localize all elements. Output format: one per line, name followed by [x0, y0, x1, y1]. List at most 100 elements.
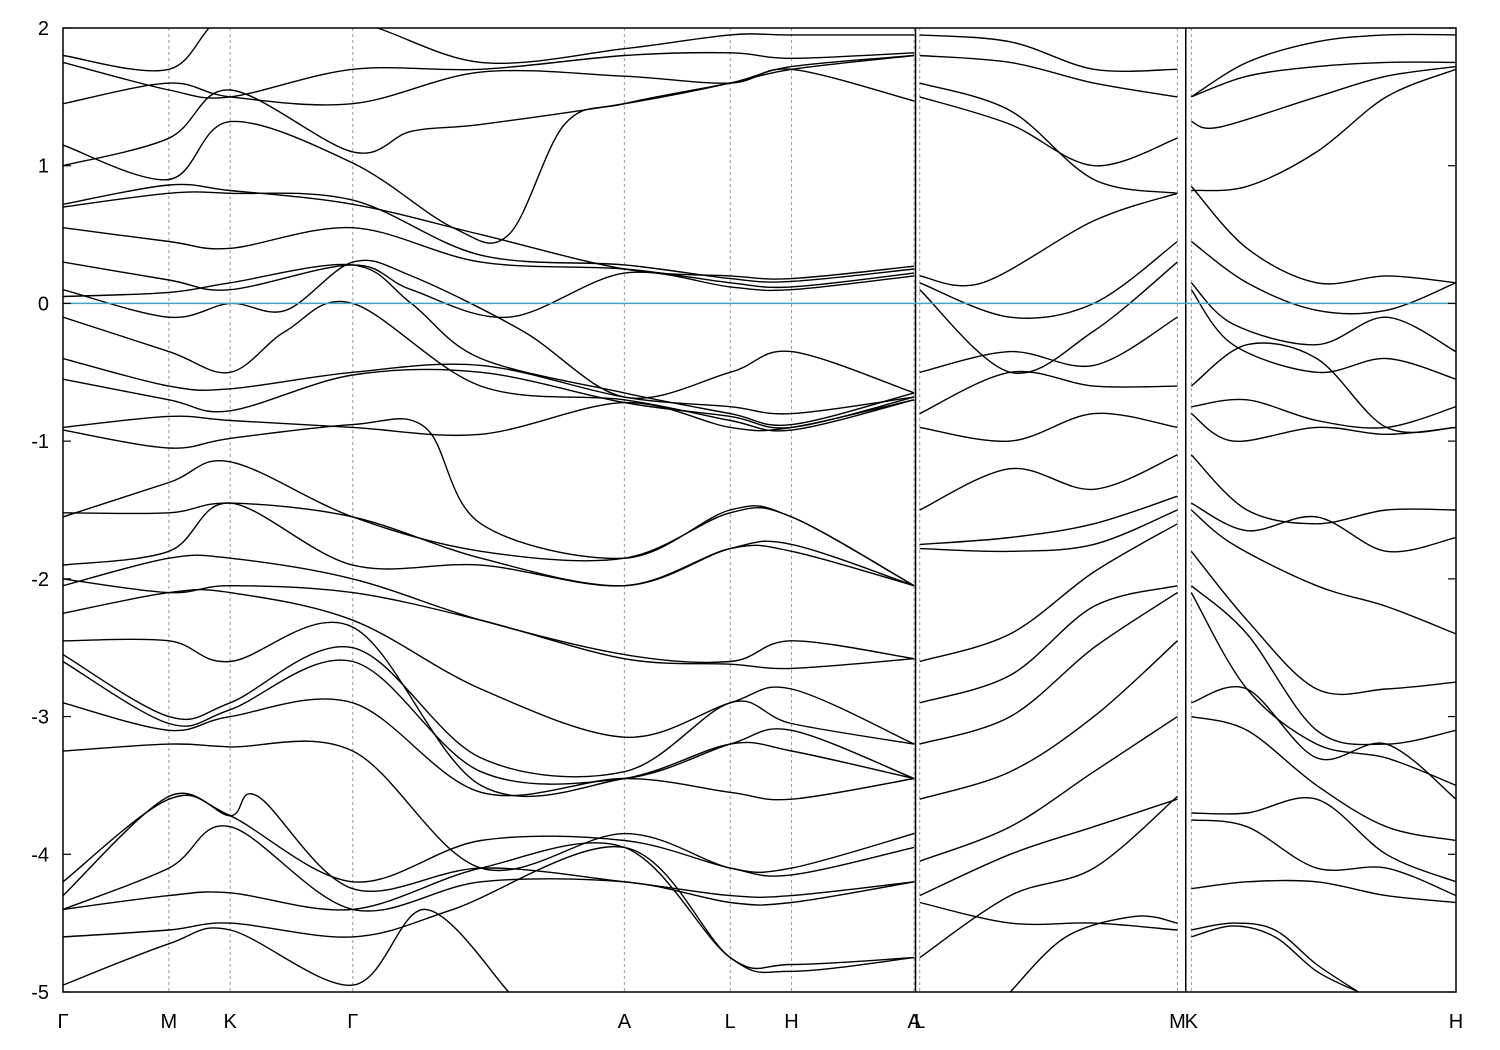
band-line-29 [63, 825, 915, 912]
band-line-5 [63, 183, 915, 280]
band-line-75 [1191, 819, 1456, 897]
band-line-51 [919, 798, 1178, 897]
band-line-32 [63, 908, 510, 992]
band-line-23 [63, 659, 915, 785]
x-tick-label: K [1185, 1011, 1199, 1033]
y-tick-label: -2 [31, 569, 49, 591]
band-line-62 [1190, 289, 1456, 380]
band-line-41 [919, 370, 1178, 415]
band-line-69 [1190, 550, 1456, 696]
band-line-19 [63, 554, 915, 664]
band-line-22 [63, 645, 915, 778]
band-line-9 [63, 259, 915, 399]
plot-frame [62, 27, 1457, 993]
band-line-17 [63, 502, 915, 587]
band-line-73 [1191, 715, 1456, 842]
band-line-25 [63, 698, 915, 801]
x-tick-label: L [725, 1011, 736, 1033]
band-line-56 [1191, 61, 1456, 98]
x-tick-label: K [223, 1011, 237, 1033]
x-tick-label: Γ [347, 1011, 358, 1033]
band-line-50 [919, 716, 1178, 862]
band-line-46 [919, 523, 1178, 663]
x-tick-label: M [161, 1011, 178, 1033]
band-line-71 [1190, 592, 1456, 787]
band-line-44 [919, 495, 1178, 546]
x-tick-label: A [618, 1011, 632, 1033]
band-line-2 [63, 68, 915, 106]
band-line-39 [919, 261, 1178, 375]
x-tick-label: L [914, 1011, 925, 1033]
band-line-77 [1191, 922, 1359, 992]
band-line-18 [63, 502, 915, 587]
band-line-24 [63, 621, 915, 798]
band-line-52 [919, 795, 1178, 959]
band-line-11 [63, 300, 915, 432]
band-line-27 [63, 794, 915, 883]
x-tick-label: Γ [57, 1011, 68, 1033]
x-tick-label: A [907, 1011, 921, 1033]
y-axis-ticks: -5 -4 -3 -2 -1 0 1 2 [31, 18, 1456, 1004]
band-line-70 [1190, 585, 1456, 746]
band-line-16 [63, 460, 915, 587]
band-line-20 [63, 578, 915, 670]
band-line-3 [63, 54, 915, 167]
band-line-21 [63, 588, 915, 745]
band-line-31 [63, 845, 915, 974]
y-tick-label: -3 [31, 707, 49, 729]
band-line-63 [1190, 342, 1456, 434]
y-tick-label: 1 [38, 156, 49, 178]
x-tick-label: H [784, 1011, 798, 1033]
band-line-53 [919, 901, 1178, 931]
band-line-67 [1190, 502, 1456, 553]
band-line-48 [919, 592, 1178, 745]
band-line-40 [919, 316, 1178, 373]
y-tick-label: -4 [31, 844, 49, 866]
y-tick-label: 2 [38, 18, 49, 40]
band-line-45 [919, 509, 1178, 553]
band-line-65 [1190, 413, 1456, 443]
y-tick-label: -5 [31, 982, 49, 1004]
band-line-37 [919, 192, 1178, 287]
band-line-10 [63, 263, 915, 427]
band-line-0 [63, 28, 915, 72]
band-line-28 [63, 792, 915, 899]
band-line-4 [63, 54, 915, 244]
band-line-68 [1190, 509, 1456, 635]
band-line-7 [63, 226, 915, 289]
y-tick-label: 0 [38, 293, 49, 315]
band-line-33 [919, 34, 1178, 73]
band-line-36 [919, 96, 1178, 167]
x-tick-label: M [1169, 1011, 1186, 1033]
band-line-1 [63, 51, 915, 99]
band-line-38 [919, 240, 1178, 319]
band-line-14 [63, 399, 915, 437]
band-line-66 [1190, 454, 1456, 525]
band-lines [63, 28, 1456, 992]
band-line-61 [1190, 282, 1456, 353]
band-line-42 [919, 412, 1178, 443]
band-line-76 [1191, 879, 1456, 904]
band-line-78 [1191, 925, 1359, 992]
band-line-13 [63, 368, 915, 429]
band-line-54 [1009, 915, 1178, 992]
band-line-15 [63, 418, 915, 587]
band-line-55 [1190, 33, 1456, 98]
x-tick-label: H [1449, 1011, 1463, 1033]
band-line-43 [919, 454, 1178, 511]
band-line-72 [1191, 686, 1456, 800]
band-line-49 [919, 640, 1178, 800]
band-line-35 [919, 82, 1178, 194]
x-axis-ticks: Γ M K Γ A L H AL MK H [57, 1011, 1463, 1033]
band-line-59 [1190, 185, 1456, 285]
band-line-12 [63, 357, 915, 415]
band-line-57 [1191, 65, 1456, 129]
band-line-30 [63, 842, 915, 970]
band-line-74 [1191, 797, 1456, 883]
band-line-6 [63, 191, 915, 283]
band-line-64 [1191, 398, 1456, 429]
y-tick-label: -1 [31, 431, 49, 453]
band-line-58 [1191, 68, 1456, 192]
band-line-47 [919, 585, 1178, 704]
